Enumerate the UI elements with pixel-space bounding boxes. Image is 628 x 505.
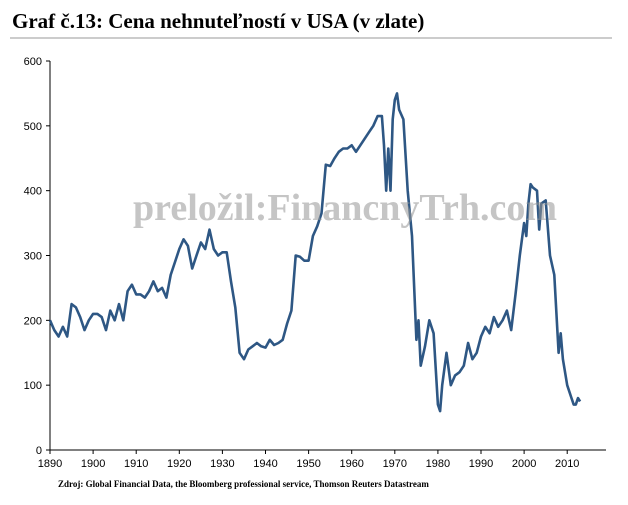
- x-tick-label: 1990: [469, 458, 493, 470]
- x-tick-label: 1930: [210, 458, 234, 470]
- x-tick-label: 1960: [339, 458, 363, 470]
- y-tick-label: 500: [24, 121, 42, 133]
- y-tick-label: 200: [24, 315, 42, 327]
- plot-area: 0 100 200 300 400 500 600 1890 1900 1910 1920 1930 1…: [24, 56, 606, 470]
- x-tick-label: 1890: [38, 458, 62, 470]
- source-note: Zdroj: Global Financial Data, the Bloomb…: [58, 479, 429, 489]
- x-tick-label: 1910: [124, 458, 148, 470]
- y-tick-label: 300: [24, 251, 42, 263]
- y-tick-label: 400: [24, 186, 42, 198]
- y-tick-label: 0: [36, 445, 42, 457]
- x-tick-label: 1920: [167, 458, 191, 470]
- watermark: preložil:FinancnyTrh.com: [133, 187, 557, 229]
- x-tick-label: 1980: [426, 458, 450, 470]
- x-tick-label: 1940: [253, 458, 277, 470]
- x-tick-label: 2010: [555, 458, 579, 470]
- y-tick-label: 100: [24, 380, 42, 392]
- x-tick-label: 1950: [296, 458, 320, 470]
- x-tick-label: 2000: [512, 458, 536, 470]
- x-tick-label: 1970: [383, 458, 407, 470]
- y-tick-label: 600: [24, 56, 42, 68]
- chart-title: Graf č.13: Cena nehnuteľností v USA (v z…: [12, 9, 424, 33]
- x-tick-label: 1900: [81, 458, 105, 470]
- data-line: [48, 92, 582, 413]
